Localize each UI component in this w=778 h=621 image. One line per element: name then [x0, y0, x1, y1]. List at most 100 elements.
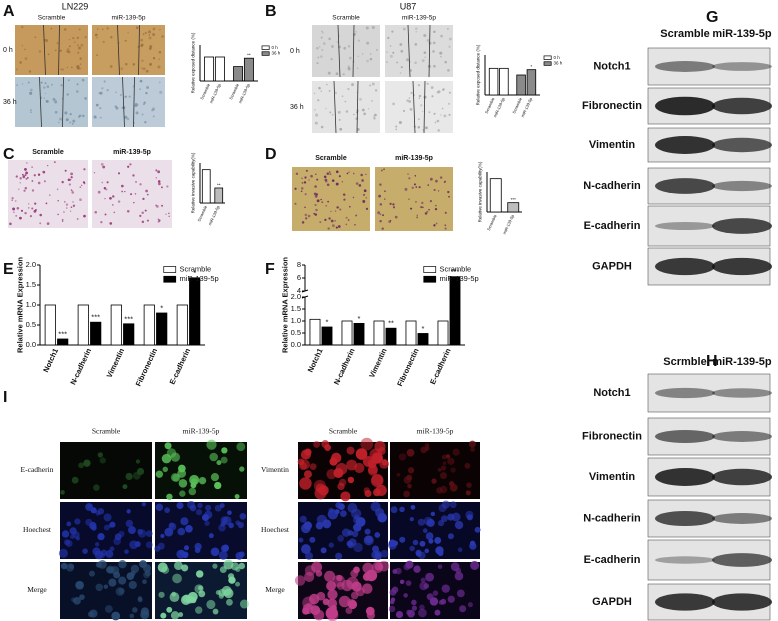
- cell: [422, 206, 424, 209]
- y-tick-label: 1.5: [291, 304, 301, 313]
- cell: [313, 92, 316, 95]
- bar: [341, 320, 353, 346]
- cell: [423, 51, 427, 54]
- cell: [101, 28, 104, 31]
- cell: [235, 552, 244, 560]
- cell: [110, 36, 113, 39]
- cell: [158, 219, 161, 222]
- panel-label: I: [3, 389, 7, 406]
- cell: [135, 181, 137, 183]
- cell: [152, 57, 156, 60]
- cell: [400, 49, 404, 53]
- cell: [352, 172, 355, 175]
- column-header: miR-139-5p: [113, 149, 151, 156]
- cell: [132, 471, 141, 480]
- cell: [330, 604, 337, 611]
- bar: [373, 320, 385, 346]
- cell: [392, 206, 396, 209]
- cell: [316, 62, 319, 65]
- cell: [343, 46, 347, 50]
- cell: [331, 224, 335, 228]
- blot-band: [712, 553, 772, 567]
- cell: [158, 58, 161, 61]
- cell: [227, 573, 235, 580]
- cell: [19, 216, 22, 220]
- cell: [65, 207, 68, 209]
- cell: [16, 206, 20, 210]
- cell: [57, 200, 59, 202]
- cell: [427, 184, 430, 186]
- blot-band: [712, 62, 772, 71]
- cell: [168, 215, 170, 218]
- cell: [21, 173, 24, 176]
- cell: [378, 194, 381, 198]
- row-label: 0 h: [290, 48, 300, 55]
- cell: [39, 213, 42, 217]
- column-header: Scramble: [660, 28, 710, 40]
- cell: [179, 549, 185, 556]
- cell: [166, 185, 169, 188]
- cell: [363, 112, 366, 116]
- cell: [29, 88, 33, 92]
- scratch-edge: [352, 24, 355, 78]
- cell: [223, 588, 234, 599]
- cell: [143, 101, 146, 104]
- cell: [443, 114, 447, 118]
- cell: [349, 205, 351, 208]
- blot-band: [712, 388, 772, 398]
- cell: [440, 598, 447, 605]
- cell: [420, 446, 428, 454]
- cell: [328, 37, 331, 41]
- cell: [28, 70, 32, 73]
- cell: [390, 506, 398, 514]
- cell: [329, 111, 332, 114]
- micrograph: [60, 442, 152, 499]
- cell: [347, 219, 350, 221]
- cell: [366, 41, 370, 45]
- cell: [98, 91, 102, 95]
- cell: [69, 113, 72, 116]
- cell: [405, 580, 412, 587]
- cell: [76, 83, 79, 86]
- cell: [29, 91, 33, 95]
- legend-swatch: [543, 55, 552, 60]
- cell: [405, 560, 414, 569]
- cell: [330, 58, 333, 60]
- scratch-edge: [43, 24, 46, 76]
- cell: [402, 27, 406, 31]
- cell: [301, 181, 304, 184]
- cell: [448, 102, 451, 105]
- cell: [236, 442, 246, 452]
- bar: [189, 277, 201, 346]
- cell: [24, 174, 27, 177]
- y-axis-label: Relative mRNA Expression: [15, 257, 24, 353]
- cell: [228, 522, 234, 529]
- cell: [79, 57, 82, 60]
- cell: [373, 488, 381, 497]
- cell: [432, 41, 436, 45]
- cell: [171, 591, 177, 597]
- cell: [94, 542, 100, 547]
- cell: [420, 577, 426, 583]
- row-label: Merge: [265, 585, 285, 594]
- cell: [374, 113, 377, 117]
- cell: [77, 51, 80, 54]
- cell: [145, 541, 153, 549]
- micrograph: [390, 502, 480, 559]
- scratch-edge: [62, 76, 64, 128]
- cell: [355, 117, 359, 121]
- cell: [448, 481, 455, 487]
- cell: [406, 58, 410, 62]
- cell: [334, 210, 337, 212]
- cell: [457, 547, 463, 553]
- cell: [330, 219, 334, 223]
- bar: [214, 187, 224, 204]
- cell: [129, 163, 132, 166]
- cell: [344, 100, 347, 103]
- micrograph: [15, 25, 88, 75]
- cell: [82, 548, 88, 555]
- cell: [72, 37, 75, 40]
- x-tick-label: Notch1: [306, 347, 325, 374]
- legend-swatch: [163, 275, 177, 283]
- bar: [526, 69, 537, 96]
